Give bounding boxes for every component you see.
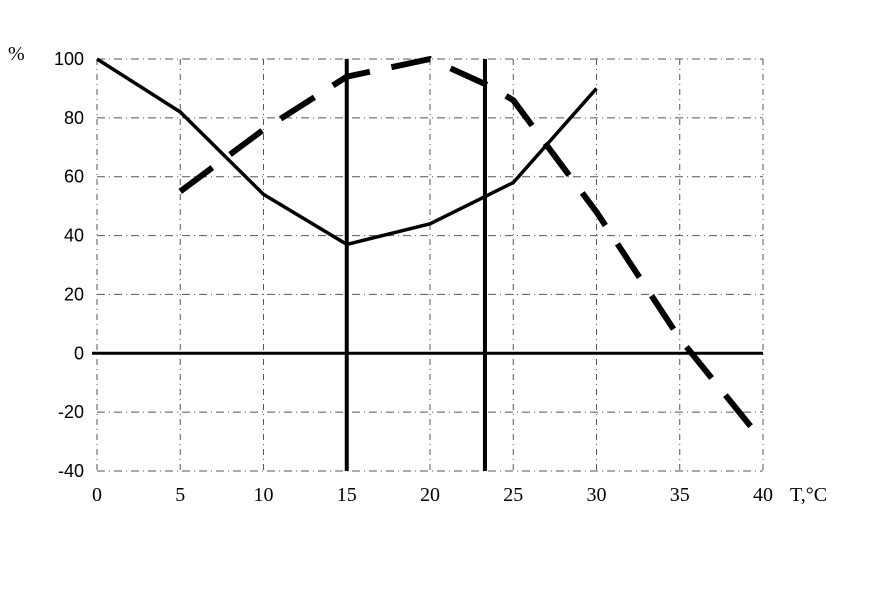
series-group — [96, 56, 766, 444]
reference-lines — [92, 59, 763, 471]
x-tick-label: 5 — [175, 484, 185, 506]
grid — [96, 58, 764, 472]
y-tick-label: 0 — [74, 343, 84, 363]
y-tick-label: -40 — [58, 461, 84, 481]
x-tick-label: 10 — [254, 484, 274, 506]
y-axis-label: % — [8, 43, 25, 65]
y-tick-label: 20 — [64, 284, 84, 304]
x-tick-label: 15 — [337, 484, 357, 506]
dashed-series-line — [178, 56, 766, 444]
y-tick-label: -20 — [58, 402, 84, 422]
x-tick-label: 25 — [503, 484, 523, 506]
y-tick-label: 100 — [54, 49, 84, 69]
tick-labels: 0 5 10 15 20 25 30 35 40 100 80 60 40 20 0 -20 -40 — [54, 49, 773, 506]
y-tick-label: 80 — [64, 108, 84, 128]
y-tick-label: 60 — [64, 167, 84, 187]
x-tick-label: 20 — [420, 484, 440, 506]
x-tick-label: 30 — [587, 484, 607, 506]
x-tick-label: 0 — [92, 484, 102, 506]
y-tick-label: 40 — [64, 226, 84, 246]
x-tick-label: 35 — [670, 484, 690, 506]
solid-series-line — [96, 57, 598, 247]
x-axis-label: T,°C — [790, 484, 827, 506]
x-tick-label: 40 — [753, 484, 773, 506]
